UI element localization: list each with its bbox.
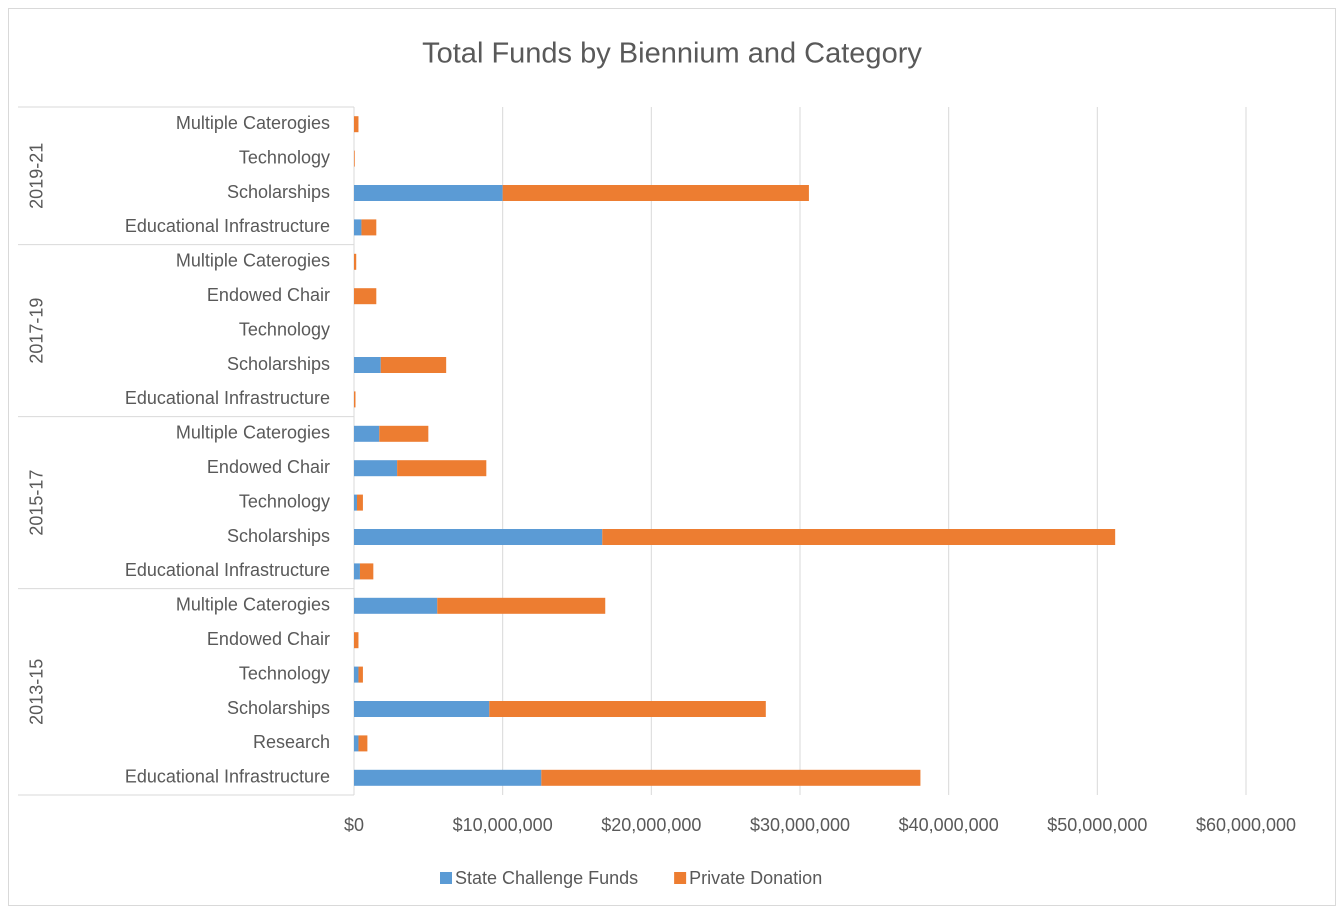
category-label: Endowed Chair	[207, 457, 330, 477]
legend-label: State Challenge Funds	[455, 868, 638, 888]
bar-segment	[354, 288, 377, 305]
x-tick-label: $50,000,000	[1047, 815, 1147, 835]
chart-title: Total Funds by Biennium and Category	[422, 38, 922, 70]
x-tick-label: $40,000,000	[899, 815, 999, 835]
x-tick-label: $60,000,000	[1196, 815, 1296, 835]
category-label: Multiple Caterogies	[176, 251, 330, 271]
category-label: Research	[253, 732, 330, 752]
category-label: Scholarships	[227, 354, 330, 374]
bar-segment	[354, 597, 438, 614]
group-label: 2015-17	[27, 470, 47, 536]
category-label: Endowed Chair	[207, 629, 330, 649]
bar-segment	[358, 735, 368, 752]
x-tick-label: $20,000,000	[601, 815, 701, 835]
bar-segment	[437, 597, 606, 614]
bar-segment	[354, 150, 355, 167]
category-label: Educational Infrastructure	[125, 560, 330, 580]
category-label: Scholarships	[227, 182, 330, 202]
group-label: 2019-21	[27, 143, 47, 209]
bar-segment	[502, 185, 809, 201]
category-label: Educational Infrastructure	[125, 388, 330, 408]
x-tick-label: $10,000,000	[453, 815, 553, 835]
bar-segment	[354, 253, 357, 270]
bar-segment	[361, 219, 377, 236]
category-label: Multiple Caterogies	[176, 113, 330, 133]
bar-segment	[354, 219, 362, 236]
bar-segment	[354, 425, 380, 442]
bar-segment	[354, 529, 603, 545]
bar-segment	[602, 529, 1116, 545]
bar-segment	[354, 769, 542, 786]
bar-segment	[354, 735, 359, 752]
bar-segment	[354, 632, 359, 649]
category-label: Scholarships	[227, 698, 330, 718]
category-label: Technology	[239, 663, 330, 683]
bar-segment	[354, 563, 360, 580]
bar-segment	[354, 391, 356, 408]
category-label: Endowed Chair	[207, 285, 330, 305]
bar-segment	[354, 357, 381, 373]
bar-segment	[354, 666, 359, 683]
category-label: Technology	[239, 491, 330, 511]
bar-segment	[397, 460, 487, 477]
bar-segment	[380, 357, 447, 373]
category-label: Educational Infrastructure	[125, 216, 330, 236]
category-label: Scholarships	[227, 526, 330, 546]
category-label: Technology	[239, 319, 330, 339]
group-label: 2013-15	[27, 659, 47, 725]
bar-segment	[379, 425, 429, 442]
bar-segment	[354, 185, 503, 201]
chart-border	[8, 8, 1336, 906]
category-label: Technology	[239, 147, 330, 167]
x-tick-label: $30,000,000	[750, 815, 850, 835]
legend-label: Private Donation	[689, 868, 822, 888]
bar-segment	[489, 701, 766, 717]
bar-segment	[358, 666, 363, 683]
bar-segment	[354, 701, 490, 717]
bar-segment	[541, 769, 921, 786]
category-label: Multiple Caterogies	[176, 423, 330, 443]
group-label: 2017-19	[27, 298, 47, 364]
x-tick-label: $0	[344, 815, 364, 835]
category-label: Educational Infrastructure	[125, 767, 330, 787]
bar-segment	[354, 116, 359, 133]
bar-segment	[354, 460, 398, 477]
bar-segment	[359, 563, 374, 580]
legend-swatch	[440, 872, 452, 884]
category-label: Multiple Caterogies	[176, 595, 330, 615]
bar-segment	[354, 494, 357, 511]
legend-swatch	[674, 872, 687, 884]
bar-segment	[356, 494, 363, 511]
